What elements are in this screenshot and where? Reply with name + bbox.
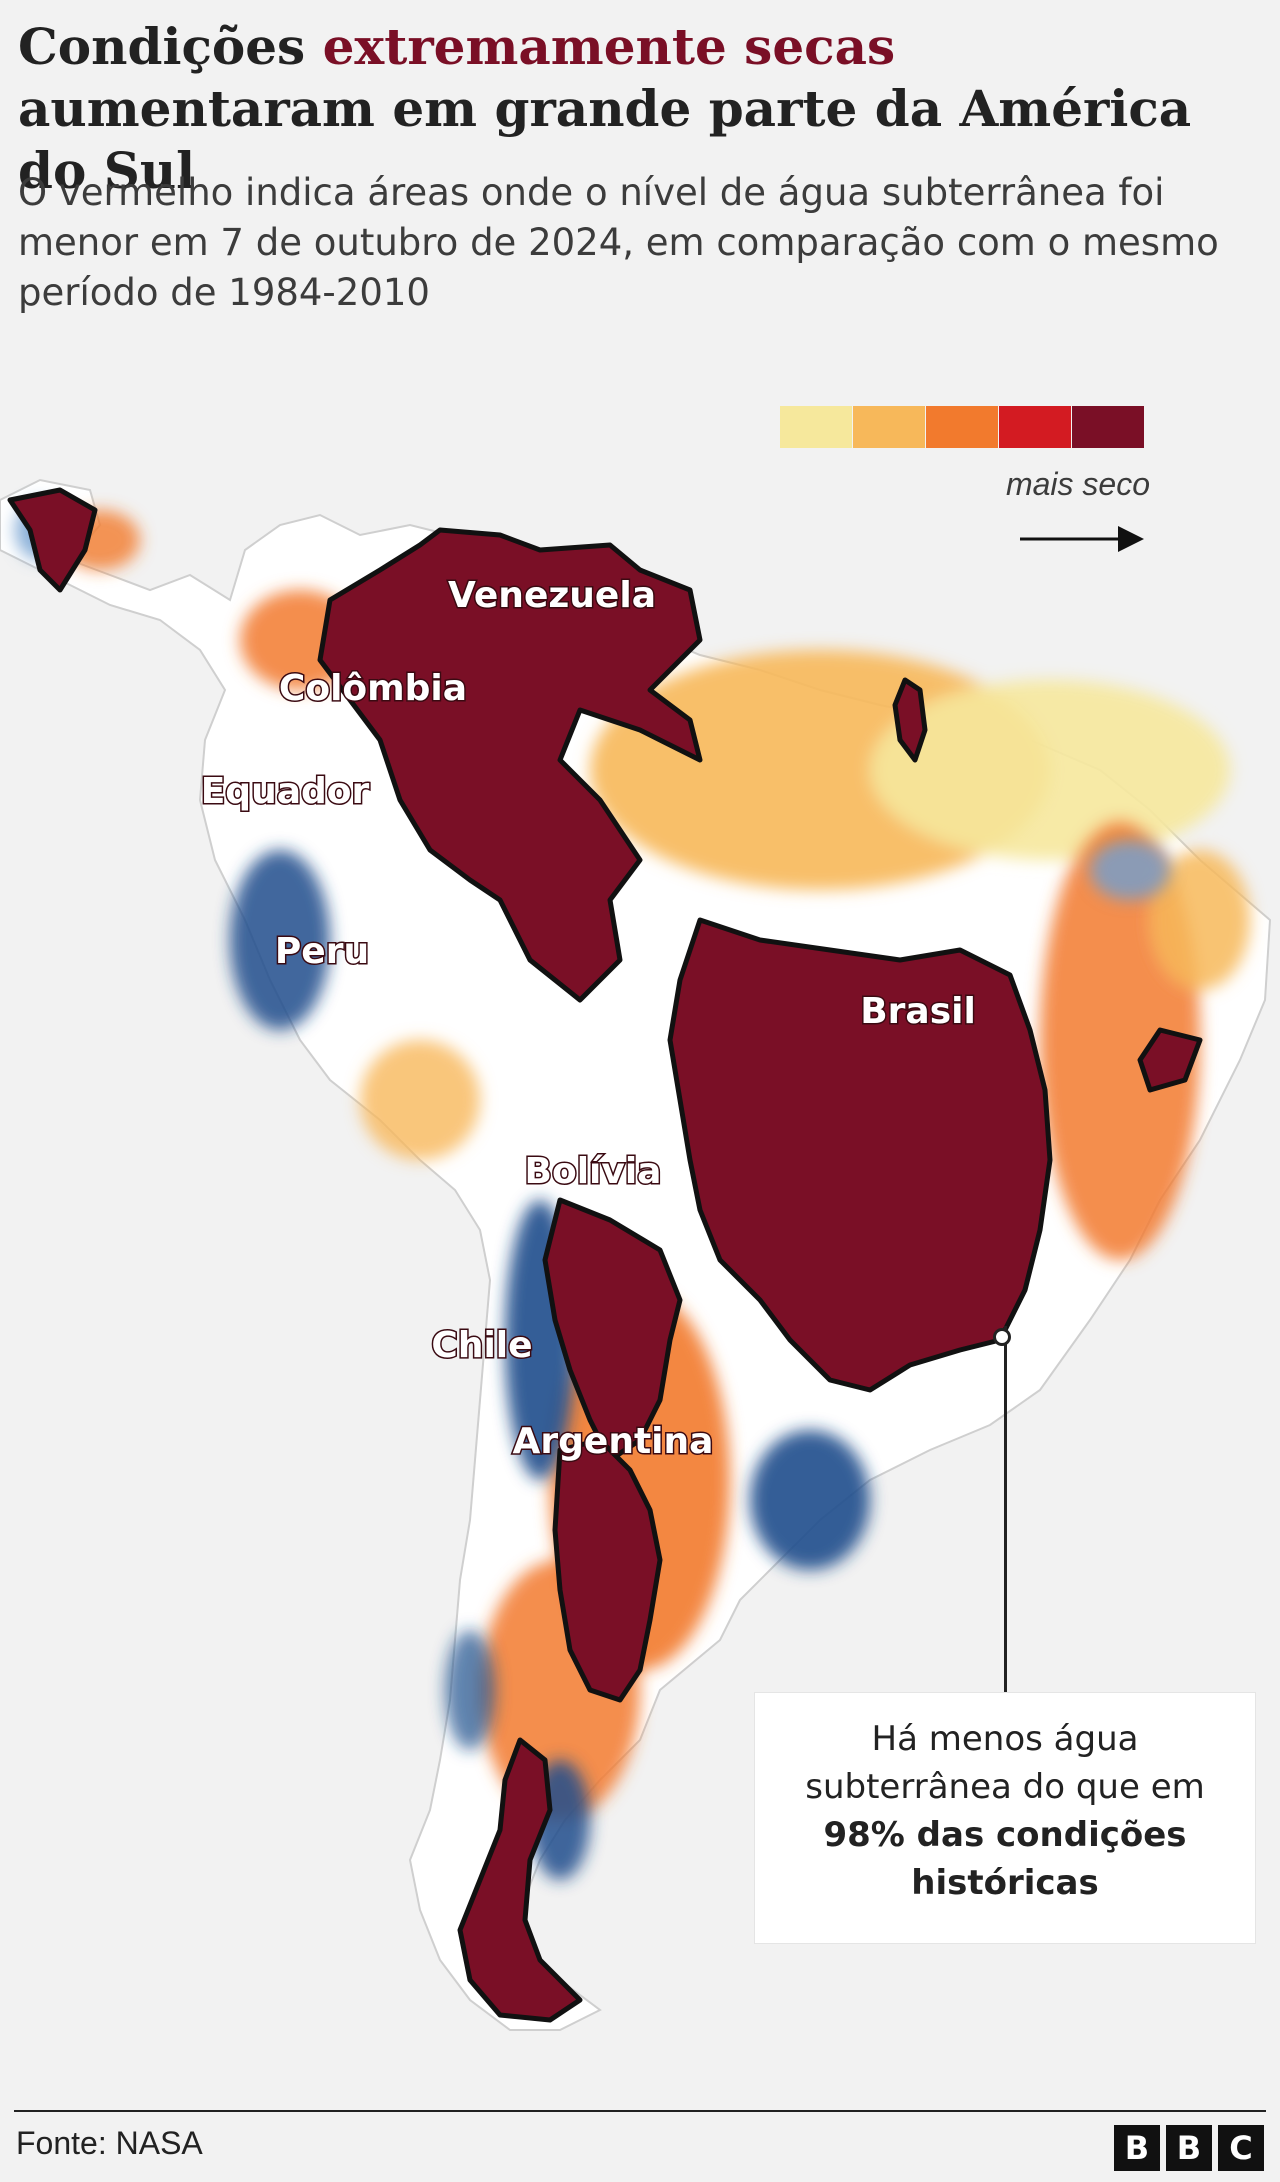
- bbc-logo-block-3: C: [1218, 2125, 1264, 2171]
- label-chile: Chile: [431, 1325, 532, 1366]
- annotation-box: Há menos água subterrânea do que em 98% …: [755, 1693, 1255, 1943]
- extreme-zone-caribbean: [7, 487, 98, 593]
- color-legend: mais seco: [780, 406, 1150, 556]
- title-pre: Condições: [18, 17, 323, 76]
- extreme-zone-argentina: [552, 1437, 663, 1703]
- bbc-logo-block-2: B: [1166, 2125, 1212, 2171]
- bbc-logo-block-1: B: [1114, 2125, 1160, 2171]
- label-colombia: Colômbia: [279, 668, 467, 709]
- right-arrow-icon: [1020, 526, 1144, 552]
- annotation-line-3: 98% das condições: [823, 1815, 1187, 1855]
- label-venezuela: Venezuela: [448, 575, 656, 616]
- label-peru: Peru: [275, 931, 369, 972]
- extreme-zone-northeast: [1137, 1027, 1203, 1093]
- wetter-blue-zones: [15, 500, 1170, 1880]
- label-equador: Equador: [201, 771, 370, 812]
- legend-swatch-1: [780, 406, 852, 448]
- legend-swatch-5: [1072, 406, 1144, 448]
- footer-divider: [14, 2110, 1266, 2112]
- bbc-logo: B B C: [1114, 2125, 1264, 2171]
- source-note: Fonte: NASA: [16, 2125, 203, 2161]
- legend-label: mais seco: [1005, 466, 1150, 502]
- label-argentina: Argentina: [513, 1421, 714, 1462]
- legend-swatches: [780, 406, 1150, 448]
- annotation-dot: [993, 1328, 1011, 1346]
- chart-subtitle: O vermelho indica áreas onde o nível de …: [18, 171, 1219, 314]
- annotation-line-4: históricas: [911, 1863, 1099, 1903]
- extreme-zone-bolivia: [542, 1197, 683, 1463]
- legend-swatch-2: [853, 406, 925, 448]
- annotation-line-1: Há menos água: [871, 1719, 1139, 1759]
- extreme-zone-patagonia: [457, 1737, 583, 2023]
- annotation-leader-line: [1004, 1326, 1007, 1694]
- chart-title: Condições extremamente secas aumentaram …: [18, 16, 1258, 202]
- legend-swatch-4: [999, 406, 1071, 448]
- title-highlight: extremamente secas: [322, 17, 896, 76]
- extreme-dryness-zones: [7, 487, 1203, 2023]
- south-america-map: Venezuela Colômbia Equador Peru Brasil B…: [0, 478, 1272, 2031]
- extreme-zone-central-brazil: [667, 917, 1053, 1393]
- title-post: aumentaram em grande parte da América do…: [18, 79, 1192, 200]
- extreme-zone-north: [317, 527, 703, 1003]
- label-brasil: Brasil: [860, 991, 976, 1032]
- label-bolivia: Bolívia: [525, 1151, 662, 1192]
- annotation-line-2: subterrânea do que em: [805, 1767, 1205, 1807]
- legend-swatch-3: [926, 406, 998, 448]
- extreme-zone-guiana: [892, 677, 928, 763]
